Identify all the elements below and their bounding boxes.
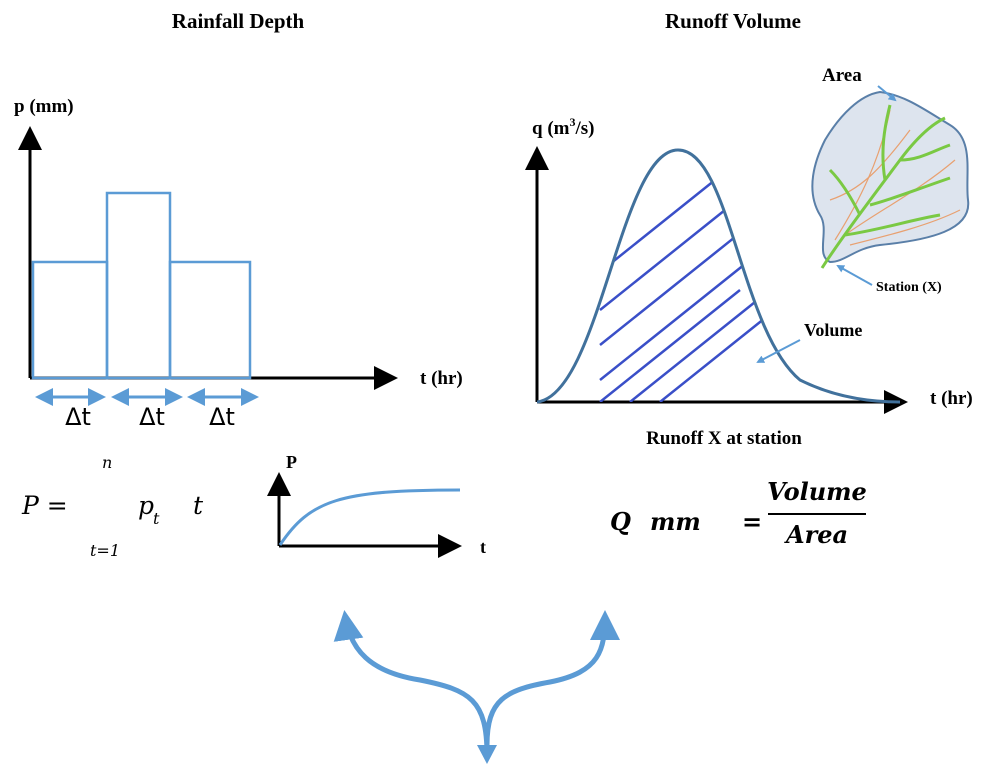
station-pointer: [836, 265, 873, 286]
hatching: [599, 167, 801, 402]
x-label: t (hr): [930, 388, 973, 409]
right-title: Runoff Volume: [665, 9, 801, 33]
formula-lhs: P =: [21, 491, 68, 520]
formula-upper: n: [102, 453, 112, 472]
interval-label: Δt: [139, 403, 165, 431]
formula-factor: t: [193, 491, 204, 520]
area-label: Area: [822, 65, 862, 86]
formula-term: p: [138, 491, 154, 520]
formula-q-num: Volume: [767, 477, 867, 506]
interval-label: Δt: [65, 403, 91, 431]
y-label: q (m3/s): [532, 115, 594, 139]
rain-bars: [31, 191, 252, 380]
formula-q: Q mm = Volume Area: [610, 477, 867, 549]
y-label: p (mm): [14, 96, 74, 117]
formula-q-lhs: Q: [610, 507, 631, 536]
caption: Runoff X at station: [646, 428, 802, 449]
catchment-river: [820, 104, 951, 269]
formula-lower: t=1: [90, 541, 120, 560]
mini-y-label: P: [286, 452, 297, 472]
link-arrows: [333, 610, 620, 756]
y-label-sup: 3: [569, 115, 575, 129]
y-label-post: /s): [574, 118, 594, 139]
hydrograph: [536, 148, 901, 404]
formula-q-unit: mm: [650, 507, 701, 536]
x-label: t (hr): [420, 368, 463, 389]
station-label: Station (X): [876, 280, 942, 295]
mini-x-label: t: [480, 537, 486, 557]
formula-subscript: t: [153, 509, 160, 528]
interval-label: Δt: [209, 403, 235, 431]
volume-label: Volume: [804, 320, 862, 340]
volume-pointer: [756, 339, 801, 363]
catchment: [811, 90, 970, 264]
area-pointer: [877, 85, 897, 102]
y-label-pre: q (m: [532, 118, 570, 139]
link-arrowhead: [477, 745, 497, 764]
mini-curve: [278, 488, 461, 546]
formula-q-eq: =: [742, 507, 762, 536]
left-title: Rainfall Depth: [172, 9, 305, 33]
formula-q-den: Area: [784, 520, 848, 549]
